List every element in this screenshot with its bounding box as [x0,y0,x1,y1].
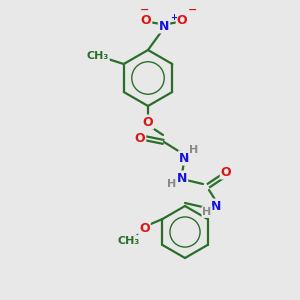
Text: O: O [143,116,153,128]
Text: O: O [139,223,150,236]
Text: −: − [140,5,149,15]
Text: O: O [221,166,231,178]
Text: O: O [135,131,145,145]
Text: +: + [170,13,177,22]
Text: CH₃: CH₃ [117,236,140,246]
Text: O: O [177,14,187,26]
Text: H: H [189,145,199,155]
Text: H: H [167,179,177,189]
Text: N: N [159,20,169,32]
Text: O: O [141,14,151,26]
Text: N: N [211,200,221,212]
Text: CH₃: CH₃ [87,51,109,61]
Text: N: N [179,152,189,164]
Text: −: − [188,5,197,15]
Text: N: N [177,172,187,184]
Text: H: H [202,207,211,217]
